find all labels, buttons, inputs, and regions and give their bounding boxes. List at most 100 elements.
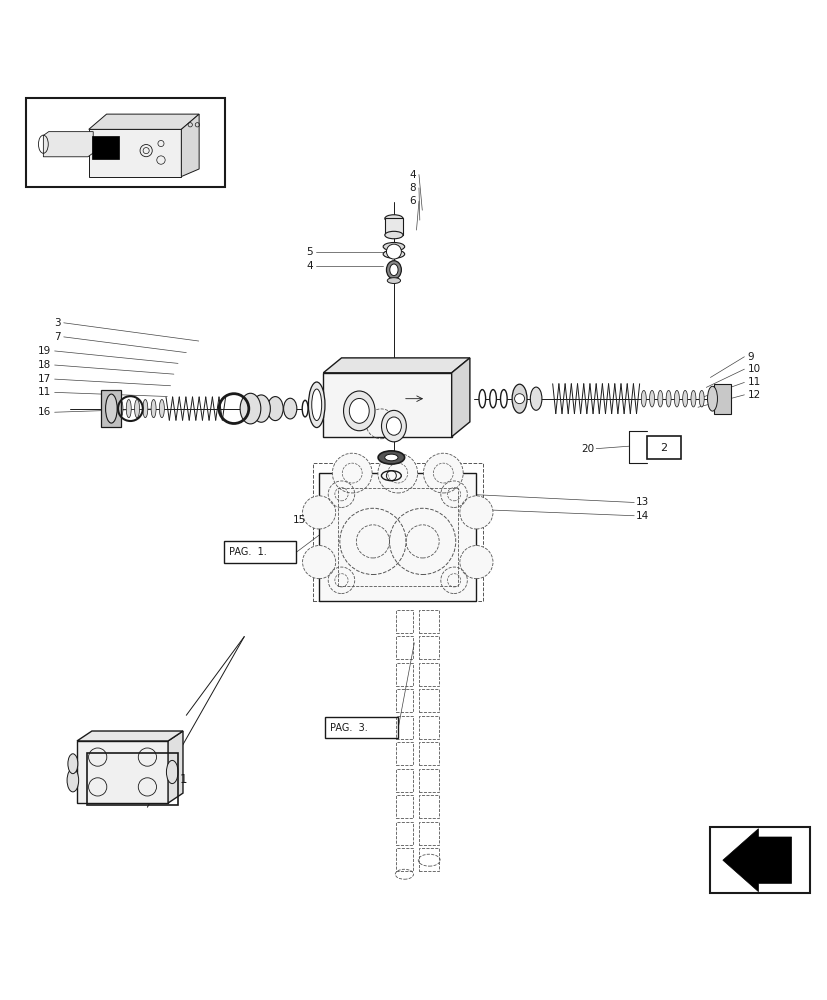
Bar	[418, 742, 438, 765]
Ellipse shape	[478, 390, 485, 408]
Polygon shape	[323, 358, 470, 373]
Bar	[395, 795, 412, 818]
Circle shape	[302, 546, 335, 579]
Bar	[395, 689, 412, 712]
Text: 19: 19	[38, 346, 51, 356]
Bar	[418, 663, 438, 686]
Ellipse shape	[381, 410, 406, 442]
Ellipse shape	[383, 242, 404, 251]
Polygon shape	[77, 731, 183, 741]
Ellipse shape	[385, 231, 403, 239]
Bar	[395, 822, 412, 845]
Polygon shape	[88, 129, 181, 177]
Ellipse shape	[118, 399, 123, 418]
Ellipse shape	[166, 760, 178, 784]
Bar	[395, 742, 412, 765]
Bar	[418, 822, 438, 845]
Bar	[385, 218, 403, 235]
Circle shape	[386, 244, 401, 259]
Ellipse shape	[511, 384, 526, 413]
Ellipse shape	[387, 278, 400, 283]
Polygon shape	[88, 114, 198, 129]
Bar	[418, 848, 438, 871]
Bar	[395, 716, 412, 739]
Ellipse shape	[151, 399, 155, 418]
Ellipse shape	[267, 397, 283, 421]
Circle shape	[459, 546, 492, 579]
Bar	[418, 689, 438, 712]
Ellipse shape	[378, 451, 404, 464]
Text: 4: 4	[306, 261, 313, 271]
Ellipse shape	[706, 386, 716, 411]
Ellipse shape	[143, 399, 148, 418]
Bar	[395, 636, 412, 659]
Bar	[418, 610, 438, 633]
Ellipse shape	[390, 264, 398, 276]
Ellipse shape	[240, 393, 261, 424]
Bar	[87, 753, 178, 805]
Ellipse shape	[665, 390, 670, 407]
Ellipse shape	[673, 390, 678, 407]
Bar	[713, 384, 730, 414]
Ellipse shape	[383, 250, 404, 258]
Bar	[337, 488, 457, 586]
Polygon shape	[43, 132, 93, 157]
Ellipse shape	[283, 398, 297, 419]
Bar	[395, 769, 412, 792]
Text: 2: 2	[660, 443, 667, 453]
Ellipse shape	[349, 398, 369, 423]
Text: 11: 11	[38, 387, 51, 397]
Ellipse shape	[385, 215, 403, 222]
Ellipse shape	[311, 389, 322, 421]
Bar	[647, 436, 680, 459]
Bar	[418, 636, 438, 659]
Ellipse shape	[106, 394, 117, 423]
Text: 13: 13	[635, 497, 648, 507]
Text: 12: 12	[747, 390, 760, 400]
Bar	[93, 136, 119, 159]
Ellipse shape	[343, 391, 375, 431]
Polygon shape	[323, 373, 452, 437]
Ellipse shape	[385, 454, 398, 461]
Text: 18: 18	[38, 360, 51, 370]
Text: PAG.  1.: PAG. 1.	[228, 547, 266, 557]
Circle shape	[302, 496, 335, 529]
Text: 5: 5	[306, 247, 313, 257]
Bar	[418, 769, 438, 792]
Ellipse shape	[529, 387, 541, 410]
Bar	[26, 98, 225, 187]
Circle shape	[459, 496, 492, 529]
Polygon shape	[452, 358, 470, 437]
Ellipse shape	[500, 390, 506, 408]
Text: 14: 14	[635, 511, 648, 521]
Polygon shape	[318, 473, 476, 601]
Bar	[395, 663, 412, 686]
Text: 17: 17	[38, 374, 51, 384]
Text: 4: 4	[409, 170, 415, 180]
Ellipse shape	[648, 390, 653, 407]
Ellipse shape	[698, 390, 703, 407]
Ellipse shape	[126, 399, 131, 418]
Text: 6: 6	[409, 196, 415, 206]
Polygon shape	[168, 731, 183, 803]
Text: 16: 16	[38, 407, 51, 417]
Polygon shape	[181, 114, 198, 177]
Circle shape	[377, 453, 417, 493]
Text: 3: 3	[54, 318, 60, 328]
Text: 9: 9	[747, 352, 753, 362]
Text: 10: 10	[747, 364, 760, 374]
Ellipse shape	[159, 399, 165, 418]
Text: PAG.  3.: PAG. 3.	[330, 723, 368, 733]
Polygon shape	[77, 741, 168, 803]
Ellipse shape	[386, 261, 401, 279]
Ellipse shape	[68, 754, 78, 774]
Ellipse shape	[386, 417, 401, 435]
Bar	[395, 610, 412, 633]
Ellipse shape	[657, 390, 662, 407]
Text: 8: 8	[409, 183, 415, 193]
Bar	[418, 795, 438, 818]
Bar	[101, 390, 121, 427]
Ellipse shape	[67, 769, 79, 792]
Ellipse shape	[490, 390, 496, 408]
Ellipse shape	[690, 390, 695, 407]
